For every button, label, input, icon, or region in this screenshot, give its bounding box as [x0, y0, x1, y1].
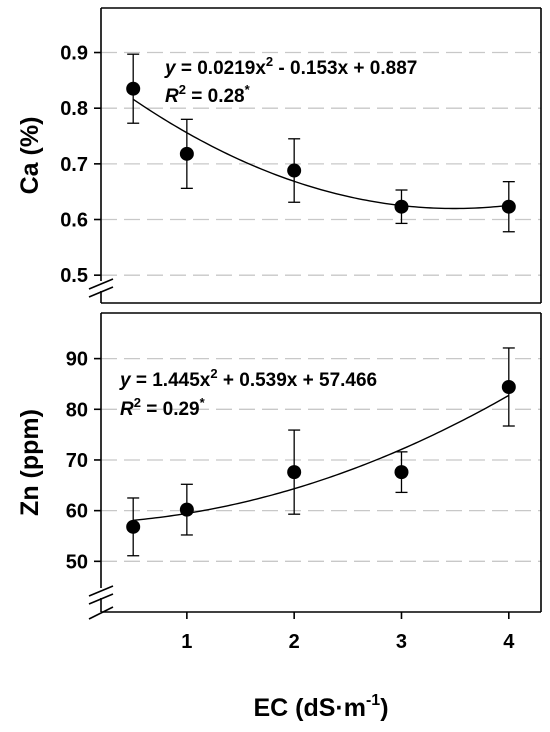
y-tick-label: 0.9	[60, 43, 88, 65]
y-tick-label: 90	[66, 349, 88, 371]
y-tick-label: 50	[66, 551, 88, 573]
y-tick-label: 0.6	[60, 210, 88, 232]
data-point	[179, 502, 194, 517]
data-point	[501, 199, 516, 214]
data-point	[394, 465, 409, 480]
fit-curve	[133, 394, 510, 521]
x-tick-label: 3	[396, 631, 407, 653]
regression-equation: y = 1.445x2 + 0.539x + 57.466	[119, 366, 377, 391]
x-axis-break-mark	[88, 606, 114, 620]
r-squared: R2 = 0.29*	[120, 395, 206, 420]
data-point	[287, 163, 302, 178]
data-point	[394, 199, 409, 214]
y-tick-label: 70	[66, 450, 88, 472]
x-axis: 1 2 3 4	[88, 606, 515, 653]
fit-curve	[132, 98, 509, 210]
data-point	[179, 146, 194, 161]
panel-zn: 50 60 70 80 90 Zn (ppm) y = 1.445x2 + 0.539x +…	[16, 312, 542, 613]
x-tick-label: 4	[503, 631, 515, 653]
x-tick-label: 1	[181, 631, 192, 653]
data-point	[501, 379, 516, 394]
x-tick-label: 2	[289, 631, 300, 653]
data-point	[287, 465, 302, 480]
y-tick-label: 60	[66, 501, 88, 523]
y-tick-label: 0.8	[60, 98, 88, 120]
regression-equation: y = 0.0219x2 - 0.153x + 0.887	[164, 54, 417, 79]
axis-break-mark	[88, 585, 114, 597]
axis-break-mark	[88, 278, 114, 290]
data-point	[126, 81, 141, 96]
r-squared: R2 = 0.28*	[165, 82, 251, 107]
y-axis-title: Ca (%)	[16, 117, 44, 195]
panel-ca: 0.5 0.6 0.7 0.8 0.9 Ca (%) y = 0.0219x2 - 0.15…	[16, 7, 542, 304]
y-tick-label: 0.5	[60, 265, 88, 287]
y-tick-label: 80	[66, 399, 88, 421]
x-axis-title: EC (dS·m-1)	[253, 692, 388, 722]
y-tick-label: 0.7	[60, 154, 88, 176]
data-point	[126, 519, 141, 534]
axis-break-mark	[88, 593, 114, 605]
axis-break-mark	[88, 286, 114, 298]
y-axis-title: Zn (ppm)	[16, 409, 44, 516]
